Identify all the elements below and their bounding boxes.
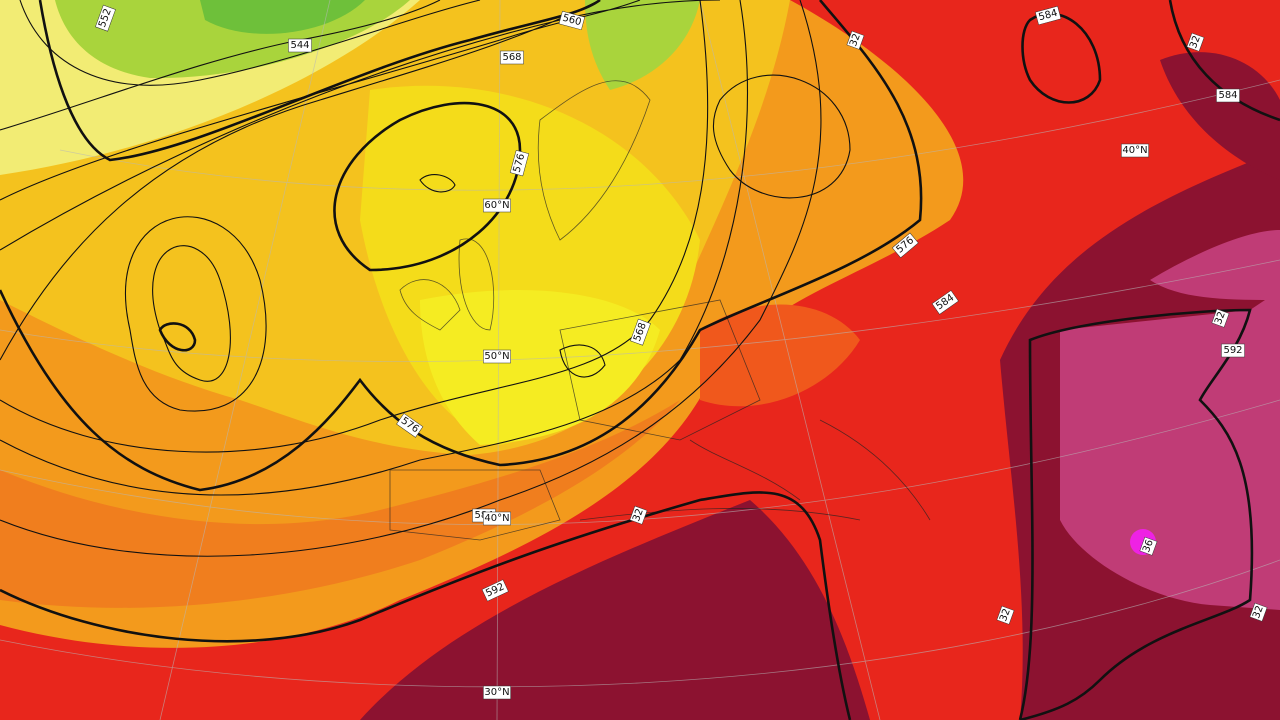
coastline (389, 80, 931, 541)
contour-label-box (630, 318, 651, 346)
dark-red-zone (360, 500, 870, 720)
latitude-label-text: 50°N (484, 351, 509, 362)
isohypse-main (158, 101, 522, 352)
temperature-label-box (1139, 536, 1158, 556)
isohypse-main (38, 0, 601, 162)
bright-yellow-zone (420, 290, 660, 445)
latitude-label: 60°N (483, 198, 511, 213)
temperature-label-text: 32 (1251, 604, 1266, 620)
temperature-label-text: 32 (998, 607, 1013, 623)
contour-label-box (481, 579, 509, 602)
contour-label-text: 576 (512, 152, 528, 173)
contour-label-box (396, 413, 424, 438)
latitude-label-text: 30°N (484, 687, 509, 698)
contour-label-box (1221, 343, 1245, 358)
contour-label-box (891, 232, 919, 259)
isohypse-main (0, 0, 923, 492)
pink-zone (1060, 290, 1280, 610)
temperature-label-box (629, 505, 648, 525)
latitude-label-text: 60°N (484, 200, 509, 211)
temperature-label-box (1211, 308, 1230, 328)
labels: 5525445605685765765685765845845925845845… (95, 4, 1268, 700)
contour-label-text: 560 (561, 13, 582, 29)
contour-label: 560 (558, 10, 586, 31)
temperature-label: 32 (996, 605, 1015, 625)
contour-label-box (288, 38, 312, 53)
temperature-label-text: 32 (631, 507, 646, 523)
latitude-label: 40°N (1121, 143, 1149, 158)
latitude-label-text: 40°N (1122, 145, 1147, 156)
contour-label-text: 584 (1037, 8, 1058, 24)
contour-label: 576 (509, 149, 530, 177)
contour-label-box (1216, 88, 1240, 103)
latitude-label-box (483, 349, 511, 364)
isohypse-main (0, 491, 852, 720)
contour-label-box (931, 290, 959, 315)
latitude-label-text: 40°N (484, 513, 509, 524)
latitude-label-box (483, 511, 511, 526)
orange-red-zone (700, 304, 860, 407)
contour-label: 592 (1221, 343, 1245, 358)
latitude-label: 50°N (483, 349, 511, 364)
temperature-label-text: 36 (1141, 538, 1156, 554)
temperature-label: 36 (1139, 536, 1158, 556)
temperature-label-text: 32 (1213, 310, 1228, 326)
pink-zone (1150, 230, 1280, 300)
contour-label-box (1034, 5, 1062, 26)
temperature-label: 32 (1186, 32, 1205, 52)
contour-label: 568 (500, 50, 524, 65)
temperature-label-box (1249, 602, 1268, 622)
contour-label: 568 (630, 318, 651, 346)
isohypse (0, 0, 822, 557)
contour-label: 584 (1034, 5, 1062, 26)
contour-label: 592 (481, 579, 509, 602)
contour-label: 584 (1216, 88, 1240, 103)
contour-label-text: 592 (1223, 345, 1242, 356)
contour-label-box (500, 50, 524, 65)
dark-red-zone (1160, 52, 1280, 181)
temperature-label: 32 (1211, 308, 1230, 328)
contour-label-box (509, 149, 530, 177)
isohypse (0, 0, 721, 361)
contour-label-text: 568 (502, 52, 521, 63)
temperature-label: 32 (846, 30, 865, 50)
latitude-label-box (483, 685, 511, 700)
temperature-label: 32 (629, 505, 648, 525)
contour-label-box (95, 4, 116, 32)
contour-label: 552 (95, 4, 116, 32)
temperature-label-text: 32 (1188, 34, 1203, 50)
temperature-label: 32 (1249, 602, 1268, 622)
contour-label-box (558, 10, 586, 31)
temperature-label-box (996, 605, 1015, 625)
latitude-label-box (483, 198, 511, 213)
dark-green-zone (200, 0, 365, 34)
green-zone (585, 0, 700, 90)
isohypse (124, 74, 851, 412)
latitude-label: 40°N (483, 511, 511, 526)
contour-label-text: 584 (1218, 90, 1237, 101)
latitude-label-box (1121, 143, 1149, 158)
isohypse-main (1168, 0, 1280, 122)
temperature-label-box (1186, 32, 1205, 52)
latitude-label: 30°N (483, 685, 511, 700)
temperature-label-text: 32 (848, 32, 863, 48)
isohypse-main (1018, 12, 1254, 720)
contour-label: 544 (288, 38, 312, 53)
contour-label-text: 544 (290, 40, 309, 51)
temperature-label-box (846, 30, 865, 50)
